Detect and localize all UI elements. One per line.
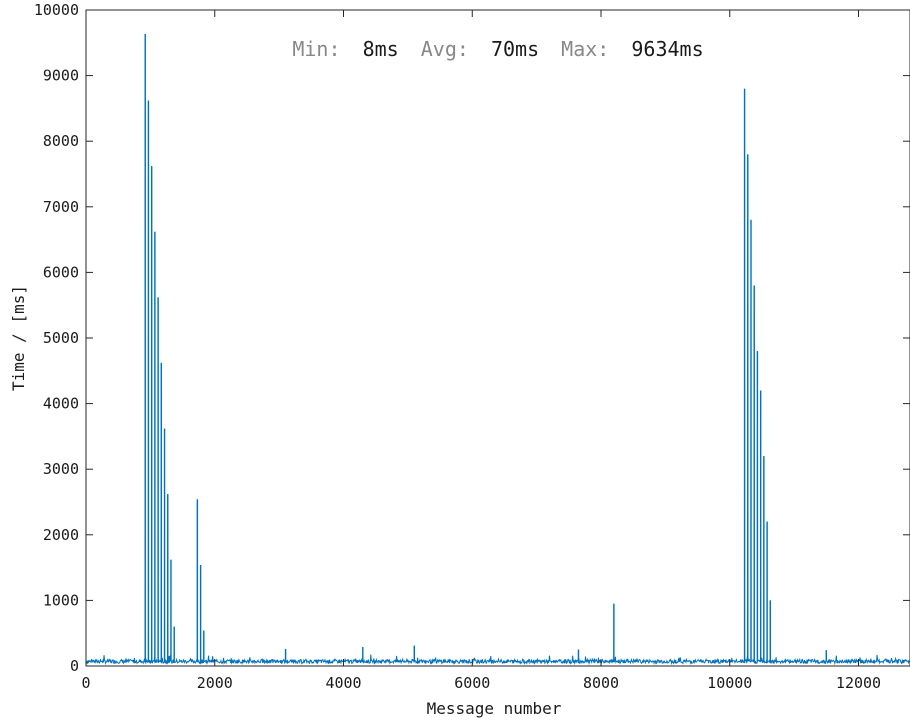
min-value: 8ms xyxy=(363,37,399,61)
max-value: 9634ms xyxy=(631,37,703,61)
y-tick-label: 9000 xyxy=(43,67,79,85)
x-tick-label: 12000 xyxy=(836,674,881,692)
x-axis-label: Message number xyxy=(427,699,562,718)
y-tick-label: 6000 xyxy=(43,263,79,281)
x-tick-label: 2000 xyxy=(197,674,233,692)
x-tick-label: 4000 xyxy=(325,674,361,692)
y-tick-label: 10000 xyxy=(34,1,79,19)
avg-value: 70ms xyxy=(491,37,539,61)
plot-background xyxy=(86,10,910,666)
series-line xyxy=(85,34,910,666)
y-tick-label: 5000 xyxy=(43,329,79,347)
plot-area xyxy=(86,10,910,666)
y-tick-label: 7000 xyxy=(43,198,79,216)
avg-label: Avg: xyxy=(421,37,469,61)
y-tick-label: 8000 xyxy=(43,132,79,150)
y-tick-label: 3000 xyxy=(43,460,79,478)
y-tick-label: 4000 xyxy=(43,395,79,413)
y-tick-label: 2000 xyxy=(43,526,79,544)
y-axis-label: Time / [ms] xyxy=(9,285,28,391)
min-label: Min: xyxy=(292,37,340,61)
tick-group: 0 2000 4000 6000 8000 10000 12000 0 1000 2000 3000… xyxy=(34,1,910,692)
y-tick-label: 0 xyxy=(70,657,79,675)
x-tick-label: 10000 xyxy=(707,674,752,692)
stats-annotation: Min: 8ms Avg: 70ms Max: 9634ms xyxy=(292,37,703,61)
max-label: Max: xyxy=(561,37,609,61)
x-tick-label: 8000 xyxy=(583,674,619,692)
x-tick-label: 0 xyxy=(81,674,90,692)
x-tick-label: 6000 xyxy=(454,674,490,692)
y-tick-label: 1000 xyxy=(43,591,79,609)
latency-series-path xyxy=(85,34,910,666)
